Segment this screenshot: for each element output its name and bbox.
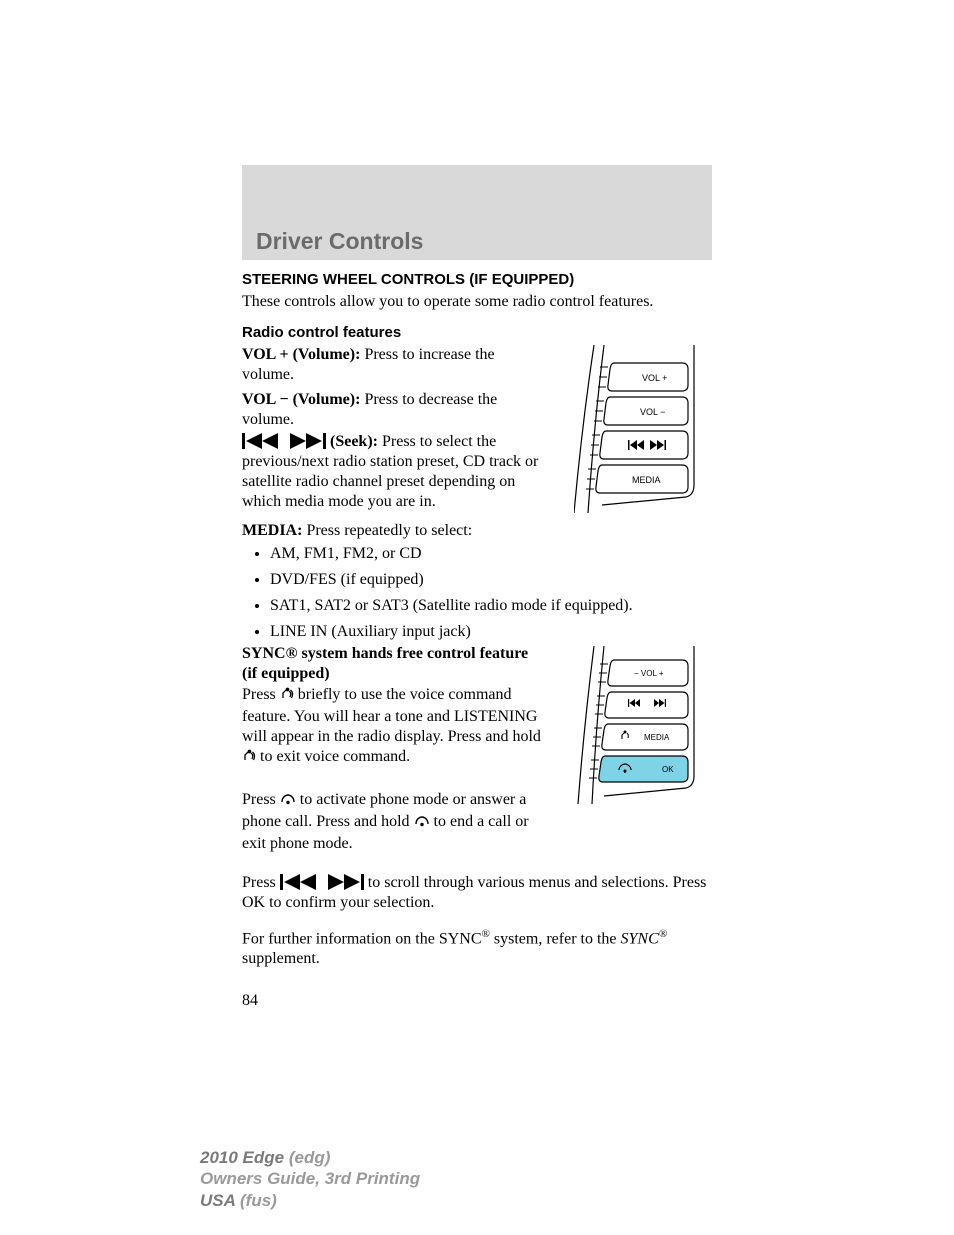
- media-list-item: SAT1, SAT2 or SAT3 (Satellite radio mode…: [270, 596, 712, 616]
- footer-region: USA: [200, 1191, 240, 1210]
- text: Press: [242, 791, 280, 808]
- media-text: Press repeatedly to select:: [302, 522, 472, 539]
- seek-paragraph: (Seek): Press to select the previous/nex…: [242, 432, 542, 512]
- diagram1-btn4: MEDIA: [632, 475, 661, 485]
- media-label: MEDIA:: [242, 522, 302, 539]
- footer-region-code: (fus): [240, 1191, 277, 1210]
- footer: 2010 Edge (edg) Owners Guide, 3rd Printi…: [200, 1147, 420, 1211]
- footer-model: 2010 Edge: [200, 1148, 289, 1167]
- intro-paragraph: These controls allow you to operate some…: [242, 292, 712, 312]
- sync-phone-paragraph: Press to activate phone mode or answer a…: [242, 790, 542, 854]
- vol-minus-label: VOL − (Volume):: [242, 391, 360, 408]
- text: supplement.: [242, 950, 320, 967]
- diagram-sync-controls: − VOL +: [574, 646, 714, 811]
- media-paragraph: MEDIA: Press repeatedly to select:: [242, 521, 712, 541]
- media-list-item: LINE IN (Auxiliary input jack): [270, 622, 712, 642]
- seek-icon: [280, 874, 368, 891]
- phone-icon: [414, 814, 430, 834]
- text: For further information on the SYNC: [242, 930, 482, 947]
- diagram1-btn2: VOL −: [640, 407, 665, 417]
- diagram1-btn1: VOL +: [642, 373, 667, 383]
- diagram2-btn3: MEDIA: [644, 733, 670, 742]
- sync-heading-text: SYNC® system hands free control feature …: [242, 645, 528, 682]
- diagram-radio-controls: VOL + VOL −: [574, 345, 714, 520]
- footer-code: (edg): [289, 1148, 331, 1167]
- registered-icon: ®: [659, 928, 667, 940]
- sync-more-paragraph: For further information on the SYNC® sys…: [242, 928, 712, 969]
- text: Press: [242, 874, 280, 891]
- sync-heading: SYNC® system hands free control feature …: [242, 644, 542, 684]
- heading-radio: Radio control features: [242, 324, 401, 341]
- sync-scroll-paragraph: Press to scroll through various menus an…: [242, 873, 712, 913]
- diagram2-btn1: − VOL +: [634, 669, 664, 678]
- voice-icon: [242, 749, 256, 769]
- vol-plus-paragraph: VOL + (Volume): Press to increase the vo…: [242, 345, 542, 385]
- diagram2-btn4: OK: [662, 765, 674, 774]
- phone-icon: [280, 792, 296, 812]
- voice-icon: [280, 687, 294, 707]
- media-list-item: AM, FM1, FM2, or CD: [270, 544, 712, 564]
- media-list-item: DVD/FES (if equipped): [270, 570, 712, 590]
- section-title: Driver Controls: [256, 228, 423, 255]
- footer-guide: Owners Guide, 3rd Printing: [200, 1168, 420, 1189]
- text: SYNC: [621, 930, 659, 947]
- text: system, refer to the: [490, 930, 621, 947]
- page-number: 84: [242, 992, 258, 1010]
- registered-icon: ®: [482, 928, 490, 940]
- seek-label: (Seek):: [330, 433, 378, 450]
- heading-steering: STEERING WHEEL CONTROLS (IF EQUIPPED): [242, 271, 574, 288]
- vol-plus-label: VOL + (Volume):: [242, 346, 360, 363]
- vol-minus-paragraph: VOL − (Volume): Press to decrease the vo…: [242, 390, 542, 430]
- media-list: AM, FM1, FM2, or CD DVD/FES (if equipped…: [242, 544, 712, 642]
- seek-icon: [242, 433, 330, 450]
- sync-voice-paragraph: Press briefly to use the voice command f…: [242, 685, 542, 769]
- text: Press: [242, 686, 280, 703]
- text: to exit voice command.: [256, 748, 410, 765]
